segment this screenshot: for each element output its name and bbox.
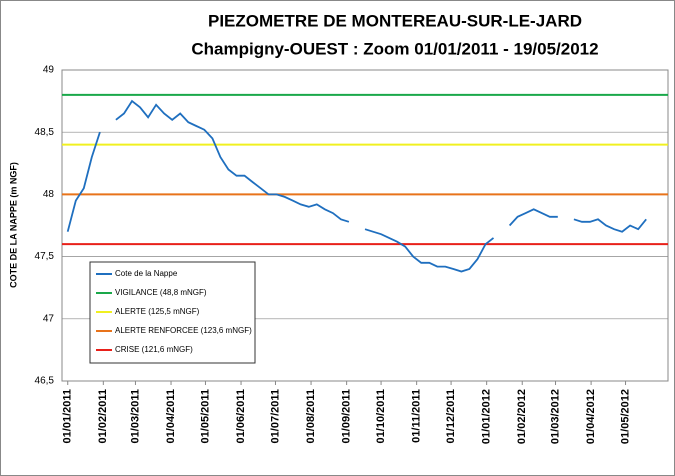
chart-title: PIEZOMETRE DE MONTEREAU-SUR-LE-JARD xyxy=(208,11,582,30)
x-tick-label: 01/06/2011 xyxy=(235,389,247,443)
y-tick-label: 48,5 xyxy=(35,127,55,138)
y-axis-label: COTE DE LA NAPPE (m NGF) xyxy=(8,162,18,288)
x-tick-label: 01/03/2011 xyxy=(129,389,141,443)
chart-subtitle: Champigny-OUEST : Zoom 01/01/2011 - 19/0… xyxy=(191,39,598,58)
x-tick-label: 01/09/2011 xyxy=(341,389,353,443)
legend-label: Cote de la Nappe xyxy=(115,269,178,278)
x-tick-label: 01/08/2011 xyxy=(305,389,317,443)
x-tick-label: 01/02/2011 xyxy=(97,389,109,443)
y-tick-label: 48 xyxy=(43,189,55,200)
x-tick-label: 01/04/2012 xyxy=(585,389,597,444)
y-tick-label: 49 xyxy=(43,65,55,76)
x-tick-label: 01/01/2011 xyxy=(62,389,74,443)
legend-label: VIGILANCE (48,8 mNGF) xyxy=(115,288,207,297)
legend-label: CRISE (121,6 mNGF) xyxy=(115,345,193,354)
y-tick-label: 47 xyxy=(43,313,55,324)
data-line xyxy=(66,99,647,273)
x-tick-label: 01/12/2011 xyxy=(445,389,457,443)
y-tick-label: 47,5 xyxy=(35,251,55,262)
legend-label: ALERTE RENFORCEE (123,6 mNGF) xyxy=(115,326,252,335)
x-tick-label: 01/07/2011 xyxy=(269,389,281,443)
x-tick-label: 01/05/2011 xyxy=(199,389,211,443)
x-tick-label: 01/01/2012 xyxy=(481,389,493,444)
x-tick-label: 01/10/2011 xyxy=(375,389,387,443)
x-tick-label: 01/11/2011 xyxy=(411,389,423,443)
x-tick-label: 01/04/2011 xyxy=(165,389,177,443)
x-tick-label: 01/03/2012 xyxy=(549,389,561,444)
x-tick-label: 01/02/2012 xyxy=(516,389,528,444)
y-tick-label: 46,5 xyxy=(35,376,55,387)
legend xyxy=(89,261,256,364)
x-tick-label: 01/05/2012 xyxy=(619,389,631,444)
legend-label: ALERTE (125,5 mNGF) xyxy=(115,307,200,316)
